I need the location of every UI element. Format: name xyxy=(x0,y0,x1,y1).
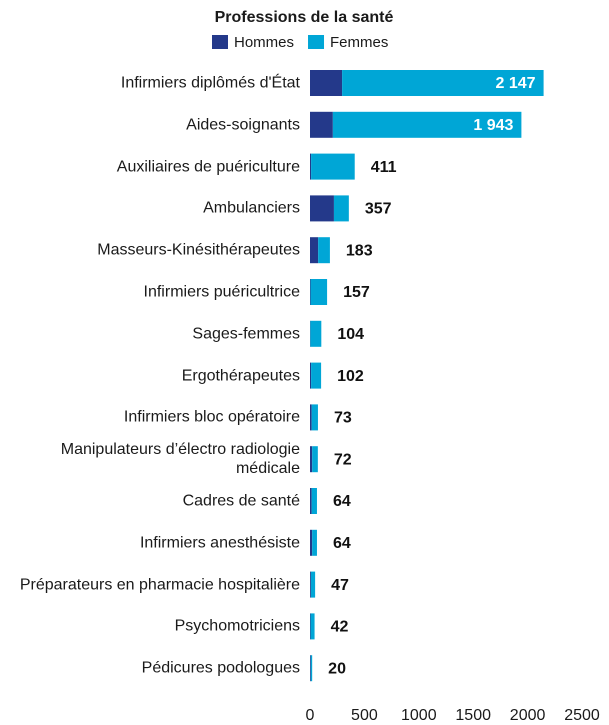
bar-segment xyxy=(310,404,312,431)
total-label: 64 xyxy=(333,535,351,552)
bar-segment xyxy=(312,446,318,473)
bar-segment xyxy=(310,655,313,682)
y-tick-label: Infirmiers diplômés d'État xyxy=(120,74,300,92)
bar-segment xyxy=(310,320,322,347)
bar-segment xyxy=(310,279,311,305)
y-tick-label: Aides-soignants xyxy=(186,116,300,134)
bar-segment xyxy=(342,70,544,96)
bar-segment xyxy=(311,404,318,431)
x-tick-label: 2000 xyxy=(510,707,546,724)
y-tick-label: Ergothérapeutes xyxy=(181,367,300,385)
y-tick-label: Ambulanciers xyxy=(203,199,300,217)
bar-segment xyxy=(311,488,317,514)
legend-label: Hommes xyxy=(234,34,294,51)
bar-segment xyxy=(310,446,313,473)
bar-segment xyxy=(311,362,322,389)
y-tick-label: Pédicures podologues xyxy=(141,659,300,677)
y-tick-label: Manipulateurs d’électro radiologie médic… xyxy=(60,441,300,478)
total-label: 157 xyxy=(343,284,370,301)
bar-segment xyxy=(310,655,311,682)
bar-segment xyxy=(310,153,312,180)
y-tick-label: Infirmiers anesthésiste xyxy=(139,534,300,552)
total-label: 357 xyxy=(365,201,392,218)
total-label: 42 xyxy=(331,619,349,636)
x-tick-label: 1000 xyxy=(401,707,437,724)
total-label: 1 943 xyxy=(473,117,513,134)
bar-segment xyxy=(310,70,343,96)
total-label: 104 xyxy=(337,326,364,343)
x-tick-label: 0 xyxy=(306,707,315,724)
bar-segment xyxy=(310,111,333,138)
total-label: 20 xyxy=(328,660,346,677)
bar-segment xyxy=(332,111,522,138)
y-tick-label: Psychomotriciens xyxy=(174,617,300,635)
y-tick-label: Auxiliaires de puériculture xyxy=(116,158,300,176)
bar-segment xyxy=(333,195,349,222)
x-tick-label: 500 xyxy=(351,707,378,724)
total-label: 73 xyxy=(334,410,352,427)
bar-segment xyxy=(312,529,317,556)
y-tick-label: Masseurs-Kinésithérapeutes xyxy=(97,241,300,259)
bar-segment xyxy=(310,571,316,598)
y-tick-label: Sages-femmes xyxy=(192,325,300,343)
bar-segment xyxy=(310,488,312,514)
y-tick-label: Infirmiers puéricultrice xyxy=(143,283,300,301)
bar-segment xyxy=(310,362,312,389)
bar-segment xyxy=(310,613,315,640)
bar-segment xyxy=(310,237,319,264)
total-label: 64 xyxy=(333,493,351,510)
legend-label: Femmes xyxy=(330,34,388,51)
bar-segment xyxy=(318,237,330,264)
bar-segment xyxy=(311,153,355,180)
legend-swatch xyxy=(212,35,228,49)
bar-segment xyxy=(310,279,328,305)
bar-segment xyxy=(310,195,334,222)
total-label: 411 xyxy=(371,159,397,176)
y-tick-label: Cadres de santé xyxy=(182,492,300,510)
total-label: 102 xyxy=(337,368,364,385)
bar-segment xyxy=(310,571,311,598)
total-label: 2 147 xyxy=(496,75,536,92)
x-tick-label: 1500 xyxy=(455,707,491,724)
total-label: 183 xyxy=(346,242,373,259)
bar-segment xyxy=(310,613,311,640)
y-tick-label: Infirmiers bloc opératoire xyxy=(123,408,300,426)
legend-swatch xyxy=(308,35,325,49)
total-label: 47 xyxy=(331,577,349,594)
bar-segment xyxy=(310,529,313,556)
y-tick-label: Préparateurs en pharmacie hospitalière xyxy=(19,576,300,594)
chart-title: Professions de la santé xyxy=(215,9,394,26)
x-tick-label: 2500 xyxy=(564,707,600,724)
total-label: 72 xyxy=(334,451,352,468)
